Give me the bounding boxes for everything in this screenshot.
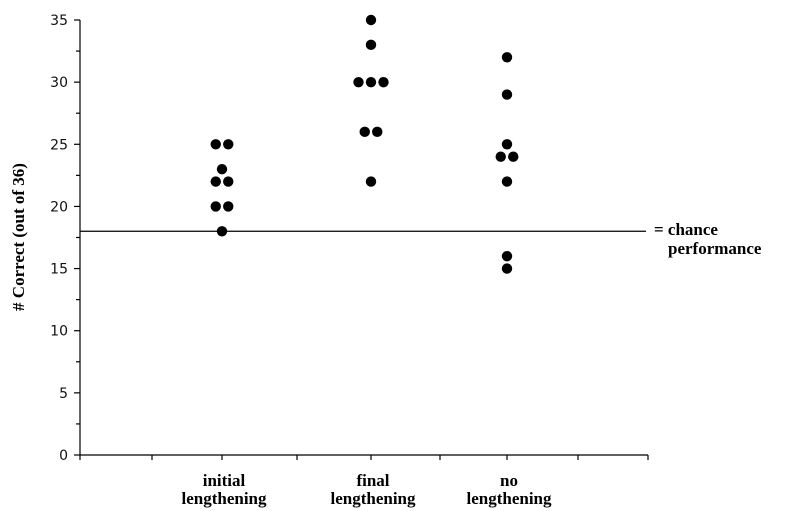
data-point: [501, 139, 513, 150]
data-point: [353, 76, 364, 88]
data-point: [372, 126, 383, 138]
chance-label-2: performance: [668, 239, 762, 258]
data-point: [210, 176, 221, 187]
x-ticks: [79, 455, 649, 460]
data-point: [223, 176, 234, 187]
y-tick-label: 25: [50, 137, 68, 153]
category-label: no: [500, 471, 518, 490]
y-tick-label: 0: [59, 448, 68, 464]
chance-label: = chance: [654, 220, 718, 239]
y-tick-label: 20: [50, 199, 68, 215]
category-label: final: [356, 471, 389, 490]
data-point: [501, 176, 513, 187]
data-point: [365, 39, 377, 51]
y-ticks: 0 5 10 15 20 25 30 35: [50, 13, 80, 464]
data-point: [365, 176, 377, 187]
y-tick-label: 35: [50, 13, 68, 29]
category-label: lengthening: [330, 489, 416, 508]
data-point: [223, 201, 234, 212]
data-point: [216, 163, 228, 175]
data-point: [501, 89, 513, 100]
data-point: [359, 126, 370, 138]
data-point: [216, 226, 228, 237]
category-labels: initiallengtheningfinallengtheningnoleng…: [181, 471, 552, 508]
data-point: [501, 52, 513, 63]
data-point: [501, 250, 513, 262]
y-tick-label: 30: [50, 75, 68, 91]
data-point: [378, 76, 389, 88]
data-point: [495, 151, 506, 162]
data-point: [501, 263, 513, 274]
y-axis-label: # Correct (out of 36): [9, 163, 28, 311]
data-point: [508, 151, 519, 162]
category-label: initial: [203, 471, 246, 490]
y-tick-label: 5: [59, 386, 68, 402]
data-point: [210, 201, 221, 212]
category-label: lengthening: [181, 489, 267, 508]
data-point: [365, 14, 377, 26]
data-point: [365, 76, 377, 88]
data-point: [210, 139, 221, 150]
category-label: lengthening: [466, 489, 552, 508]
y-tick-label: 10: [50, 324, 68, 340]
data-point: [223, 139, 234, 150]
y-tick-label: 15: [50, 262, 68, 278]
points: [210, 14, 519, 274]
